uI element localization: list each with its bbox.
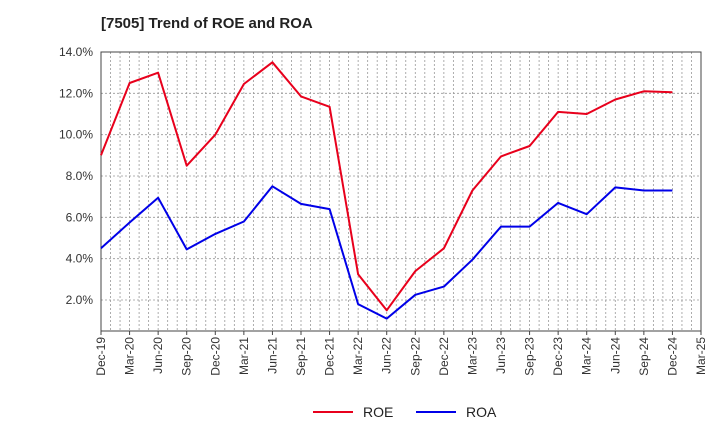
series-line-roa bbox=[100, 185, 673, 320]
x-tick-label: Jun-20 bbox=[151, 337, 165, 374]
y-tick-labels: 2.0% 4.0% 6.0% 8.0% 10.0% 12.0% 14.0% bbox=[59, 45, 93, 307]
x-tick-label: Mar-21 bbox=[237, 337, 251, 375]
x-tick-label: Mar-23 bbox=[465, 337, 479, 375]
legend-roa-label: ROA bbox=[466, 404, 497, 420]
legend-roa: ROA bbox=[416, 404, 496, 420]
y-tick-label: 4.0% bbox=[66, 252, 94, 266]
series-lines bbox=[100, 61, 673, 320]
y-tick-label: 10.0% bbox=[59, 128, 93, 142]
x-tick-label: Sep-23 bbox=[523, 337, 537, 376]
series-line-roe bbox=[100, 61, 673, 312]
x-tick-label: Mar-20 bbox=[123, 337, 137, 375]
x-tick-label: Jun-22 bbox=[380, 337, 394, 374]
y-tick-label: 14.0% bbox=[59, 45, 93, 59]
chart-title: [7505] Trend of ROE and ROA bbox=[101, 15, 313, 32]
x-tick-label: Mar-22 bbox=[351, 337, 365, 375]
y-tick-label: 12.0% bbox=[59, 86, 93, 100]
y-tick-label: 8.0% bbox=[66, 169, 94, 183]
x-tick-label: Dec-20 bbox=[208, 337, 222, 376]
x-tick-label: Dec-24 bbox=[665, 337, 679, 376]
x-tick-label: Sep-21 bbox=[294, 337, 308, 376]
y-tick-label: 6.0% bbox=[66, 210, 94, 224]
x-tick-label: Dec-22 bbox=[437, 337, 451, 376]
x-tick-label: Sep-24 bbox=[637, 337, 651, 376]
x-tick-label: Sep-20 bbox=[180, 337, 194, 376]
legend-roe: ROE bbox=[313, 404, 393, 420]
x-tick-label: Sep-22 bbox=[408, 337, 422, 376]
x-tick-label: Jun-23 bbox=[494, 337, 508, 374]
x-tick-label: Jun-24 bbox=[608, 337, 622, 374]
legend-roe-swatch bbox=[313, 411, 353, 413]
legend-roa-swatch bbox=[416, 411, 456, 413]
x-tick-label: Dec-23 bbox=[551, 337, 565, 376]
axes bbox=[100, 51, 702, 335]
x-tick-label: Mar-24 bbox=[580, 337, 594, 375]
x-tick-label: Jun-21 bbox=[265, 337, 279, 374]
x-tick-label: Dec-19 bbox=[94, 337, 108, 376]
legend-roe-label: ROE bbox=[363, 404, 394, 420]
grid bbox=[101, 51, 701, 331]
plot-frame bbox=[100, 51, 702, 332]
y-tick-label: 2.0% bbox=[66, 293, 94, 307]
x-tick-label: Mar-25 bbox=[694, 337, 708, 375]
x-tick-labels: Dec-19 Mar-20 Jun-20 Sep-20 Dec-20 Mar-21 Jun-… bbox=[94, 337, 708, 376]
x-tick-label: Dec-21 bbox=[323, 337, 337, 376]
